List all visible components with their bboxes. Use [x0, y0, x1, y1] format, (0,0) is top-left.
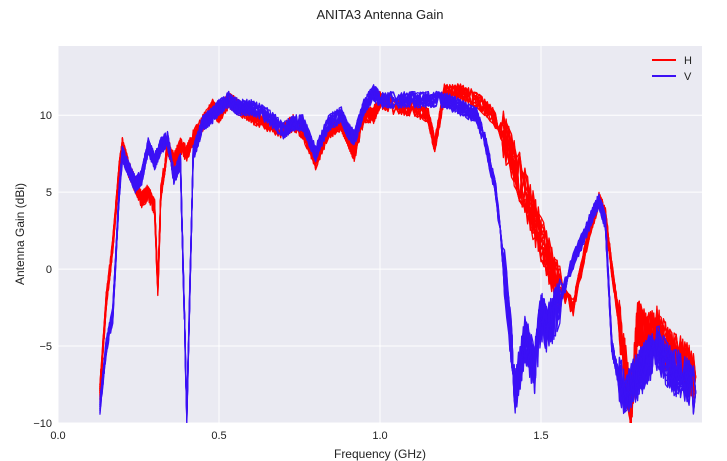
series-v-trace [99, 84, 697, 413]
legend: HV [652, 55, 692, 83]
legend-label: V [684, 71, 692, 83]
x-tick-label: 1.5 [533, 430, 548, 442]
series-layer [99, 83, 697, 423]
series-v [99, 84, 697, 423]
x-tick-labels: 0.0 0.5 1.0 1.5 [50, 430, 548, 442]
y-tick-label: −5 [39, 341, 52, 353]
y-tick-label: −10 [33, 418, 52, 430]
y-tick-label: 10 [40, 110, 52, 122]
y-tick-labels: −10 −5 0 5 10 [33, 110, 52, 430]
y-tick-label: 5 [46, 187, 52, 199]
series-v-trace [99, 86, 697, 422]
x-tick-label: 0.0 [50, 430, 65, 442]
x-tick-label: 0.5 [211, 430, 226, 442]
y-tick-label: 0 [46, 264, 52, 276]
y-axis-label: Antenna Gain (dBi) [13, 183, 27, 285]
legend-label: H [684, 55, 692, 67]
chart-title: ANITA3 Antenna Gain [317, 7, 444, 22]
x-axis-label: Frequency (GHz) [334, 447, 426, 461]
x-tick-label: 1.0 [372, 430, 387, 442]
